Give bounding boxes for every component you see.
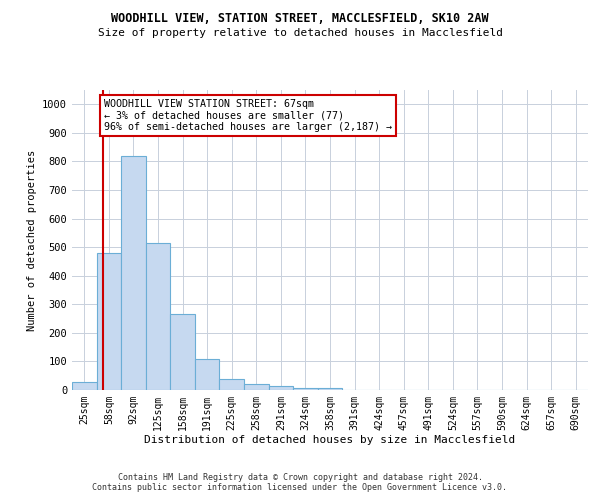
Bar (293, 388, 318, 390)
Bar (97, 253, 121, 390)
Y-axis label: Number of detached properties: Number of detached properties (26, 150, 37, 330)
Bar (72, 382, 97, 390)
Text: Distribution of detached houses by size in Macclesfield: Distribution of detached houses by size … (145, 435, 515, 445)
Bar (146, 243, 170, 390)
Text: Size of property relative to detached houses in Macclesfield: Size of property relative to detached ho… (97, 28, 503, 38)
Text: WOODHILL VIEW, STATION STREET, MACCLESFIELD, SK10 2AW: WOODHILL VIEW, STATION STREET, MACCLESFI… (111, 12, 489, 26)
Bar (318, 388, 342, 390)
Bar (269, 386, 293, 390)
Text: Contains HM Land Registry data © Crown copyright and database right 2024.
Contai: Contains HM Land Registry data © Crown c… (92, 473, 508, 492)
Bar (220, 379, 244, 390)
Bar (121, 156, 146, 390)
Text: WOODHILL VIEW STATION STREET: 67sqm
← 3% of detached houses are smaller (77)
96%: WOODHILL VIEW STATION STREET: 67sqm ← 3%… (104, 98, 392, 132)
Bar (195, 359, 220, 390)
Bar (170, 314, 195, 390)
Bar (244, 384, 269, 390)
